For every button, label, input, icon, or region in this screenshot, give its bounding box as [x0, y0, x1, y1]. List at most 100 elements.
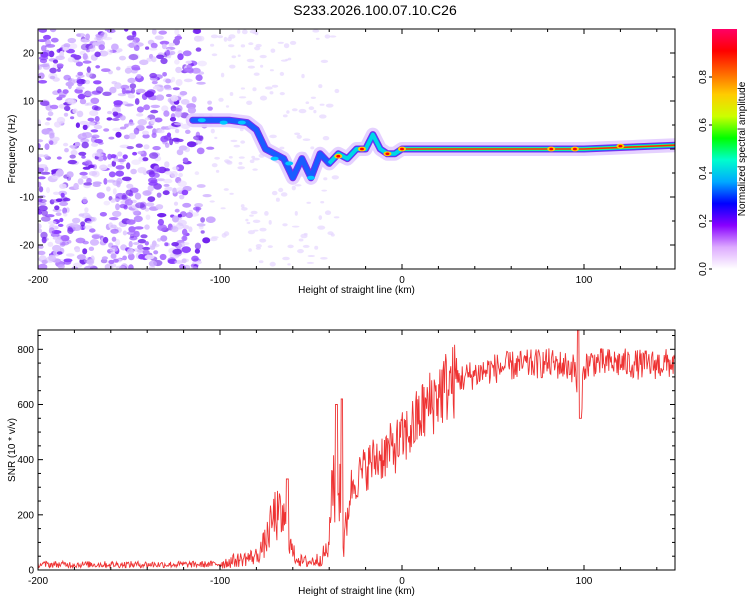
noise-blob: [254, 32, 259, 36]
noise-blob: [270, 48, 276, 53]
colorbar-tick-label: 0.8: [698, 70, 709, 84]
y-tick-label: 200: [17, 510, 34, 521]
noise-blob: [269, 134, 277, 139]
noise-blob: [123, 134, 130, 140]
noise-blob: [124, 29, 129, 32]
noise-blob: [193, 206, 202, 211]
noise-blob: [89, 228, 96, 233]
noise-blob: [230, 139, 238, 143]
noise-blob: [88, 44, 96, 52]
noise-blob: [258, 260, 264, 264]
noise-blob: [187, 107, 197, 114]
noise-blob: [76, 110, 84, 118]
noise-blob: [116, 158, 127, 163]
colorbar-tick-label: 0.2: [698, 214, 709, 228]
noise-blob: [322, 136, 330, 141]
noise-blob: [128, 192, 134, 197]
noise-blob: [289, 40, 297, 45]
noise-blob: [85, 122, 96, 126]
noise-blob: [131, 30, 137, 35]
y-tick-label: 20: [23, 49, 35, 60]
noise-blob: [181, 246, 191, 254]
noise-blob: [144, 117, 150, 121]
noise-blob: [115, 170, 124, 177]
noise-blob: [252, 219, 261, 223]
noise-blob: [127, 43, 137, 48]
noise-blob: [75, 122, 80, 128]
noise-blob: [86, 102, 94, 106]
ridge-red: [402, 144, 675, 150]
noise-blob: [252, 157, 260, 161]
noise-blob: [298, 108, 307, 114]
noise-blob: [107, 110, 112, 115]
noise-blob: [144, 254, 155, 260]
noise-blob: [107, 153, 112, 160]
noise-blob: [40, 171, 51, 175]
noise-blob: [318, 215, 323, 221]
noise-blob: [217, 35, 223, 39]
noise-blob: [132, 208, 140, 215]
noise-blob: [200, 230, 205, 234]
noise-blob: [177, 180, 187, 187]
noise-blob: [128, 264, 134, 269]
noise-blob: [196, 223, 206, 227]
noise-blob: [294, 211, 298, 216]
noise-blob: [126, 162, 131, 170]
noise-blob: [48, 254, 56, 262]
noise-blob: [194, 171, 200, 176]
noise-blob: [157, 224, 168, 232]
noise-blob: [174, 122, 183, 126]
noise-blob: [75, 61, 83, 67]
noise-blob: [82, 132, 87, 137]
noise-blob: [94, 153, 104, 157]
noise-blob: [162, 72, 168, 77]
snr-series-line: [38, 330, 675, 570]
noise-blob: [170, 95, 179, 102]
noise-blob: [38, 176, 46, 180]
noise-blob: [135, 143, 143, 148]
noise-blob: [46, 187, 50, 194]
noise-blob: [127, 122, 135, 126]
noise-blob: [119, 115, 126, 121]
noise-blob: [144, 207, 150, 212]
noise-blob: [282, 223, 288, 227]
noise-blob: [298, 238, 304, 242]
noise-blob: [154, 117, 163, 123]
noise-blob: [111, 236, 117, 242]
noise-blob: [85, 71, 93, 78]
noise-blob: [38, 181, 42, 188]
noise-blob: [178, 172, 184, 178]
noise-blob: [267, 245, 273, 249]
noise-blob: [310, 146, 315, 150]
noise-blob: [178, 145, 188, 151]
noise-blob: [192, 29, 202, 34]
noise-blob: [88, 171, 98, 176]
noise-blob: [146, 57, 153, 62]
noise-blob: [92, 183, 101, 188]
noise-blob: [211, 53, 218, 57]
noise-blob: [81, 141, 89, 149]
y-tick-label: -20: [20, 241, 35, 252]
noise-blob: [79, 98, 87, 105]
noise-blob: [237, 54, 241, 57]
noise-blob: [259, 54, 267, 59]
noise-blob: [38, 205, 48, 212]
noise-blob: [191, 255, 199, 262]
noise-blob: [121, 87, 126, 95]
noise-blob: [62, 47, 70, 51]
noise-blob: [67, 57, 75, 63]
noise-blob: [63, 260, 72, 265]
noise-blob: [164, 142, 170, 148]
noise-blob: [148, 260, 157, 267]
noise-blob: [318, 84, 323, 89]
noise-blob: [246, 100, 253, 106]
noise-blob: [38, 72, 45, 80]
noise-blob: [88, 246, 95, 251]
noise-blob: [241, 207, 248, 211]
noise-blob: [319, 103, 325, 106]
noise-blob: [122, 255, 127, 261]
noise-blob: [202, 237, 211, 244]
noise-blob: [122, 154, 128, 160]
noise-blob: [82, 248, 88, 255]
y-tick-label: 600: [17, 400, 34, 411]
